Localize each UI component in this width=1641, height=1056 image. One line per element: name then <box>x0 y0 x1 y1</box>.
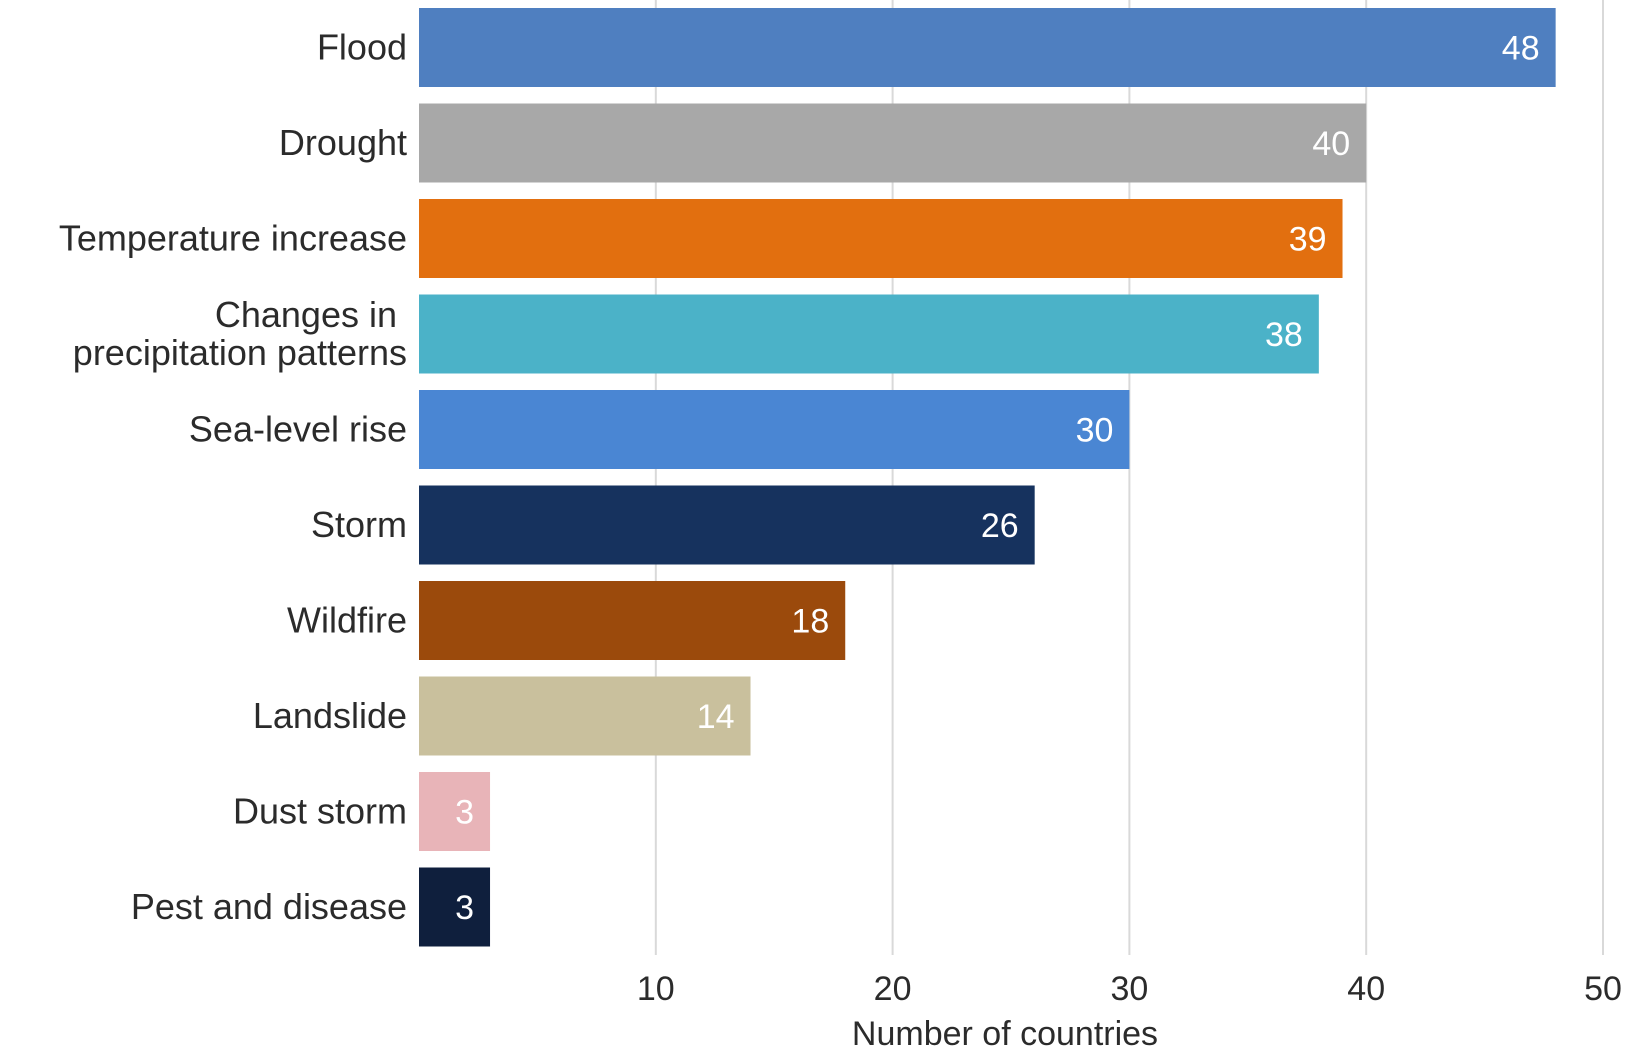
category-label-1: Drought <box>279 122 407 163</box>
value-label-8: 3 <box>455 794 474 832</box>
bars <box>419 8 1556 947</box>
category-label-4: Sea-level rise <box>189 409 407 450</box>
value-label-3: 38 <box>1265 316 1303 354</box>
value-labels: 48 40 39 38 30 26 18 14 3 3 <box>455 30 1540 928</box>
bar-4 <box>419 390 1130 469</box>
bar-8 <box>419 772 491 851</box>
x-tick-50: 50 <box>1584 970 1622 1008</box>
category-label-5: Storm <box>311 504 407 545</box>
category-label-0: Flood <box>317 27 407 68</box>
category-label-8: Dust storm <box>233 791 407 832</box>
value-label-4: 30 <box>1076 412 1114 450</box>
bar-2 <box>419 199 1343 278</box>
bar-7 <box>419 676 751 756</box>
bar-5 <box>419 485 1035 565</box>
value-label-0: 48 <box>1502 30 1540 68</box>
value-label-9: 3 <box>455 889 474 927</box>
bar-9 <box>419 867 491 947</box>
bar-1 <box>419 103 1367 183</box>
value-label-7: 14 <box>697 698 735 736</box>
bar-0 <box>419 8 1556 87</box>
bar-3 <box>419 294 1319 374</box>
x-tick-40: 40 <box>1347 970 1385 1008</box>
category-label-2: Temperature increase <box>59 218 407 259</box>
x-axis-ticks: 10 20 30 40 50 <box>637 970 1622 1008</box>
bar-6 <box>419 581 846 660</box>
x-axis-title: Number of countries <box>852 1015 1158 1053</box>
x-tick-30: 30 <box>1110 970 1148 1008</box>
x-tick-10: 10 <box>637 970 675 1008</box>
category-label-9: Pest and disease <box>131 886 407 927</box>
category-label-7: Landslide <box>253 695 407 736</box>
value-label-1: 40 <box>1312 125 1350 163</box>
category-label-3: Changes in precipitation patterns <box>73 294 407 373</box>
x-tick-20: 20 <box>874 970 912 1008</box>
value-label-6: 18 <box>791 603 829 641</box>
value-label-2: 39 <box>1289 221 1327 259</box>
category-labels: Flood Drought Temperature increase Changes … <box>59 27 407 928</box>
category-label-6: Wildfire <box>287 600 407 641</box>
value-label-5: 26 <box>981 507 1019 545</box>
